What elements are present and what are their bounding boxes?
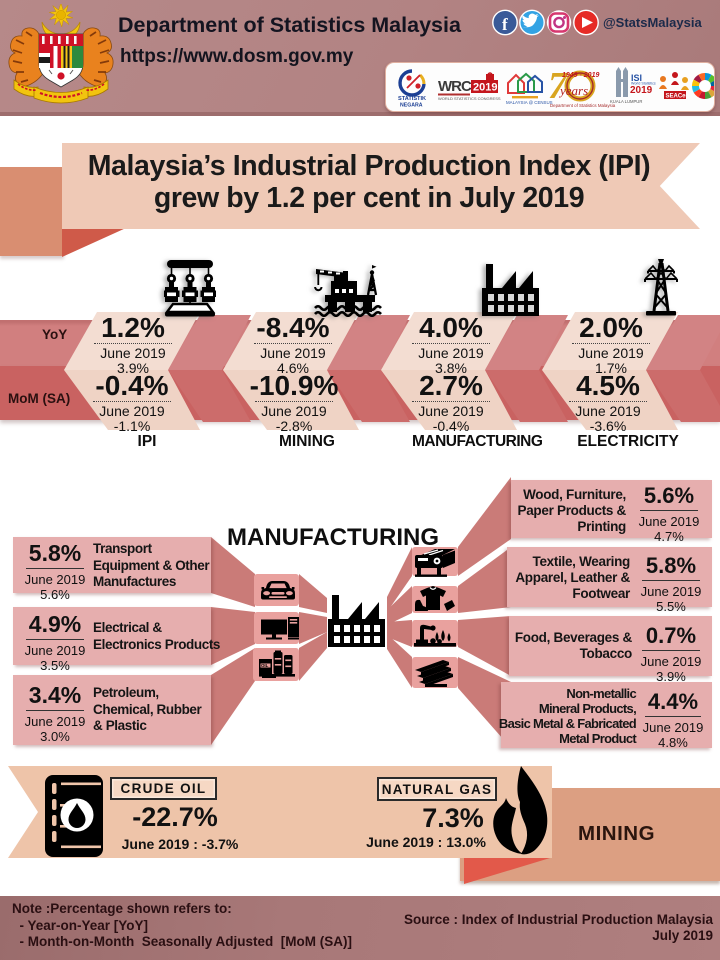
svg-text:KUALA LUMPUR: KUALA LUMPUR: [610, 99, 642, 104]
svg-text:OIL: OIL: [261, 663, 269, 668]
svg-text:World Statistics: World Statistics: [631, 82, 656, 86]
svg-text:2019: 2019: [630, 85, 653, 96]
svg-text:f: f: [502, 15, 508, 34]
svg-text:years: years: [558, 83, 588, 98]
svg-text:NEGARA: NEGARA: [400, 103, 423, 109]
svg-text:WORLD STATISTICS CONGRESS: WORLD STATISTICS CONGRESS: [438, 96, 501, 101]
svg-text:1949 - 2019: 1949 - 2019: [562, 72, 599, 79]
svg-text:ISI: ISI: [631, 73, 642, 83]
svg-text:Department of Statistics Malay: Department of Statistics Malaysia: [550, 103, 616, 108]
svg-text:2019: 2019: [473, 82, 497, 94]
svg-text:STATISTIK: STATISTIK: [398, 96, 426, 102]
svg-text:WRC: WRC: [438, 78, 472, 95]
svg-text:MALAYSIA @ CENSUS: MALAYSIA @ CENSUS: [506, 100, 553, 105]
svg-text:7: 7: [548, 65, 569, 107]
svg-text:SEACen: SEACen: [666, 94, 690, 100]
